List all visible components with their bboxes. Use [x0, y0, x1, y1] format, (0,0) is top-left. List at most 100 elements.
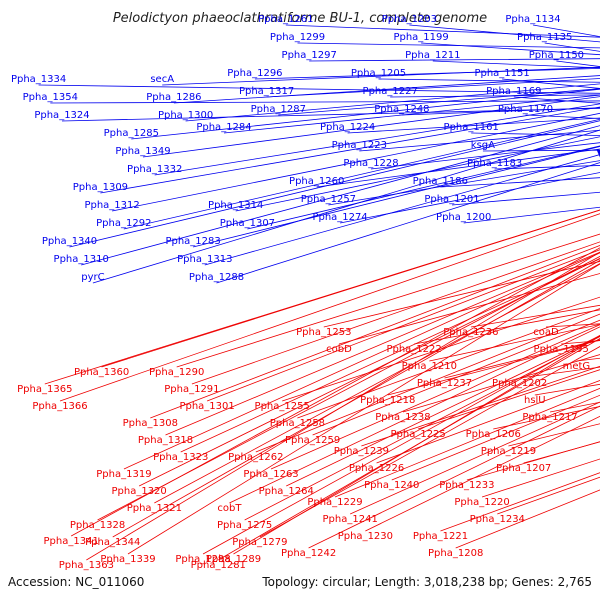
- connector-line: [278, 88, 600, 116]
- gene-label: Ppha_1208: [428, 548, 483, 559]
- gene-label: Ppha_1201: [424, 194, 479, 205]
- gene-label: metG: [563, 361, 591, 372]
- gene-label: Ppha_1203: [382, 14, 437, 25]
- connector-line: [229, 326, 600, 504]
- connector-line: [100, 106, 600, 194]
- connector-line: [180, 258, 600, 453]
- gene-label: Ppha_1317: [239, 86, 294, 97]
- gene-label: Ppha_1281: [191, 560, 246, 571]
- gene-label: Ppha_1210: [402, 361, 457, 372]
- gene-label: Ppha_1349: [115, 146, 170, 157]
- connector-line: [202, 334, 600, 555]
- connector-line: [418, 369, 600, 430]
- gene-label: Ppha_1261: [258, 14, 313, 25]
- gene-label: hslU: [524, 395, 546, 406]
- connector-line: [142, 96, 600, 158]
- gene-label: Ppha_1275: [217, 520, 272, 531]
- connector-line: [218, 338, 600, 561]
- gene-label: ksgA: [471, 140, 495, 151]
- connector-line: [391, 394, 600, 481]
- connector-line: [338, 273, 600, 345]
- connector-line: [308, 405, 600, 549]
- gene-label: Ppha_1285: [104, 128, 159, 139]
- gene-label: Ppha_1284: [196, 122, 251, 133]
- gene-label: Ppha_1301: [179, 401, 234, 412]
- gene-label: Ppha_1202: [492, 378, 547, 389]
- connector-line: [38, 84, 600, 94]
- gene-label: Ppha_1225: [390, 429, 445, 440]
- gene-label: Ppha_1226: [349, 463, 404, 474]
- connector-line: [414, 309, 600, 345]
- gene-label: Ppha_1257: [301, 194, 356, 205]
- connector-line: [255, 313, 600, 453]
- gene-label: Ppha_1242: [281, 548, 336, 559]
- gene-label: Ppha_1222: [386, 344, 441, 355]
- gene-label: Ppha_1258: [270, 418, 325, 429]
- connector-line: [340, 172, 600, 224]
- gene-arrows: [596, 149, 600, 158]
- gene-label: Ppha_1310: [54, 254, 109, 265]
- gene-label: Ppha_1264: [259, 486, 314, 497]
- gene-label: Ppha_1199: [393, 32, 448, 43]
- gene-label: Ppha_1211: [405, 50, 460, 61]
- gene-label: Ppha_1206: [466, 429, 521, 440]
- gene-label: Ppha_1207: [496, 463, 551, 474]
- connector-line: [150, 244, 600, 419]
- connector-line: [432, 60, 600, 69]
- topology-text: Topology: circular; Length: 3,018,238 bp…: [261, 575, 592, 589]
- gene-label: cobD: [326, 344, 352, 355]
- connector-line: [370, 142, 600, 170]
- gene-label: Ppha_1262: [228, 452, 283, 463]
- connector-line: [50, 100, 600, 104]
- connector-line: [376, 380, 600, 464]
- connector-line: [235, 136, 600, 212]
- connector-line: [402, 354, 600, 413]
- connector-line: [92, 129, 600, 284]
- gene-label: Ppha_1260: [289, 176, 344, 187]
- connector-line: [470, 304, 600, 328]
- gene-label: Ppha_1286: [146, 92, 201, 103]
- gene-label: Ppha_1287: [251, 104, 306, 115]
- connector-line: [123, 118, 600, 230]
- connector-line: [154, 103, 600, 176]
- connector-line: [81, 125, 600, 266]
- accession-text: Accession: NC_011060: [8, 575, 144, 589]
- gene-label: Ppha_1227: [363, 86, 418, 97]
- gene-label: Ppha_1255: [255, 401, 310, 412]
- connector-line: [409, 24, 600, 43]
- gene-label: Ppha_1365: [17, 384, 72, 395]
- connector-line: [328, 160, 600, 206]
- connector-line: [193, 146, 600, 248]
- connector-line: [266, 78, 600, 98]
- connector-line: [244, 336, 600, 521]
- map-title: Pelodictyon phaeoclathratiforme BU-1, co…: [113, 11, 487, 26]
- gene-arrow-forward: [596, 149, 600, 158]
- gene-label: Ppha_1290: [149, 367, 204, 378]
- gene-label: Ppha_1300: [158, 110, 213, 121]
- gene-label: Ppha_1151: [474, 68, 529, 79]
- connector-line: [312, 319, 600, 436]
- gene-label: Ppha_1170: [498, 104, 553, 115]
- gene-label: Ppha_1340: [42, 236, 97, 247]
- connector-line: [176, 233, 600, 368]
- gene-label: Ppha_1150: [529, 50, 584, 61]
- gene-label: Ppha_1339: [100, 554, 155, 565]
- gene-label: Ppha_1292: [96, 218, 151, 229]
- connector-line: [421, 42, 600, 56]
- connector-line: [138, 257, 600, 487]
- gene-label: Ppha_1274: [312, 212, 367, 223]
- gene-label: Ppha_1313: [177, 254, 232, 265]
- connector-line: [112, 259, 600, 538]
- connector-line: [286, 335, 600, 487]
- connector-line: [378, 78, 600, 83]
- gene-label: Ppha_1239: [334, 446, 389, 457]
- connector-line: [123, 252, 600, 470]
- gene-label: Ppha_1309: [73, 182, 128, 193]
- connector-line: [127, 263, 600, 555]
- gene-label: Ppha_1298: [175, 554, 230, 565]
- gene-label: Ppha_1237: [417, 378, 472, 389]
- connector-line: [165, 251, 600, 436]
- gene-label: Ppha_1363: [59, 560, 114, 571]
- gene-label: Ppha_1334: [11, 74, 66, 85]
